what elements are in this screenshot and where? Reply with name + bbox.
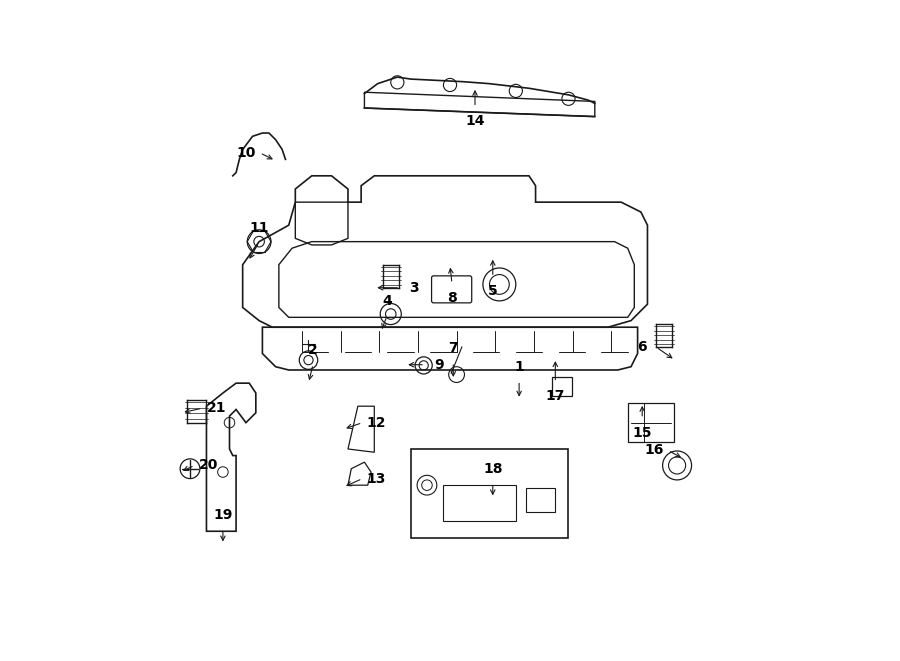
- Text: 11: 11: [249, 221, 269, 235]
- Text: 8: 8: [447, 291, 457, 305]
- Circle shape: [254, 237, 265, 247]
- Text: 12: 12: [366, 416, 386, 430]
- Circle shape: [224, 417, 235, 428]
- Text: 19: 19: [213, 508, 232, 522]
- Text: 4: 4: [382, 294, 392, 308]
- Text: 16: 16: [644, 444, 663, 457]
- Text: 15: 15: [633, 426, 652, 440]
- Text: 20: 20: [199, 459, 218, 473]
- Circle shape: [422, 480, 432, 490]
- Text: 10: 10: [237, 146, 256, 160]
- Text: 6: 6: [637, 340, 647, 354]
- Text: 14: 14: [465, 114, 485, 128]
- Circle shape: [218, 467, 229, 477]
- Text: 1: 1: [514, 360, 524, 373]
- Text: 7: 7: [448, 341, 458, 355]
- Circle shape: [304, 356, 313, 365]
- Bar: [444, 485, 516, 522]
- Circle shape: [483, 268, 516, 301]
- Circle shape: [449, 367, 464, 383]
- Bar: [410, 449, 569, 538]
- Circle shape: [490, 274, 509, 294]
- Bar: [526, 488, 555, 512]
- Text: 9: 9: [434, 358, 444, 371]
- Circle shape: [669, 457, 686, 474]
- Circle shape: [380, 303, 401, 325]
- Circle shape: [417, 475, 436, 495]
- Circle shape: [662, 451, 691, 480]
- Text: 3: 3: [409, 281, 419, 295]
- Bar: [627, 403, 674, 442]
- Text: 17: 17: [545, 389, 565, 403]
- Circle shape: [415, 357, 432, 374]
- Circle shape: [180, 459, 200, 479]
- Text: 2: 2: [308, 343, 318, 357]
- Text: 5: 5: [488, 284, 498, 298]
- Text: 21: 21: [207, 401, 226, 415]
- FancyBboxPatch shape: [432, 276, 472, 303]
- Text: 13: 13: [366, 471, 386, 486]
- Circle shape: [385, 309, 396, 319]
- Circle shape: [419, 361, 428, 370]
- Text: 18: 18: [483, 462, 502, 476]
- Circle shape: [300, 351, 318, 369]
